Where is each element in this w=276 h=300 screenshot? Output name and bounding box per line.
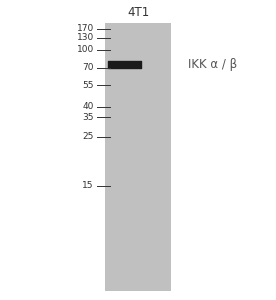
Text: 130: 130 [76,33,94,42]
Text: 70: 70 [82,63,94,72]
Bar [105,22,171,291]
Text: 170: 170 [76,24,94,33]
Text: IKK α / β: IKK α / β [188,58,237,71]
Text: 55: 55 [82,81,94,90]
Text: 35: 35 [82,112,94,122]
Text: 4T1: 4T1 [127,5,149,19]
Text: 40: 40 [83,102,94,111]
Text: 15: 15 [82,182,94,190]
Text: 25: 25 [83,132,94,141]
Text: 100: 100 [76,45,94,54]
